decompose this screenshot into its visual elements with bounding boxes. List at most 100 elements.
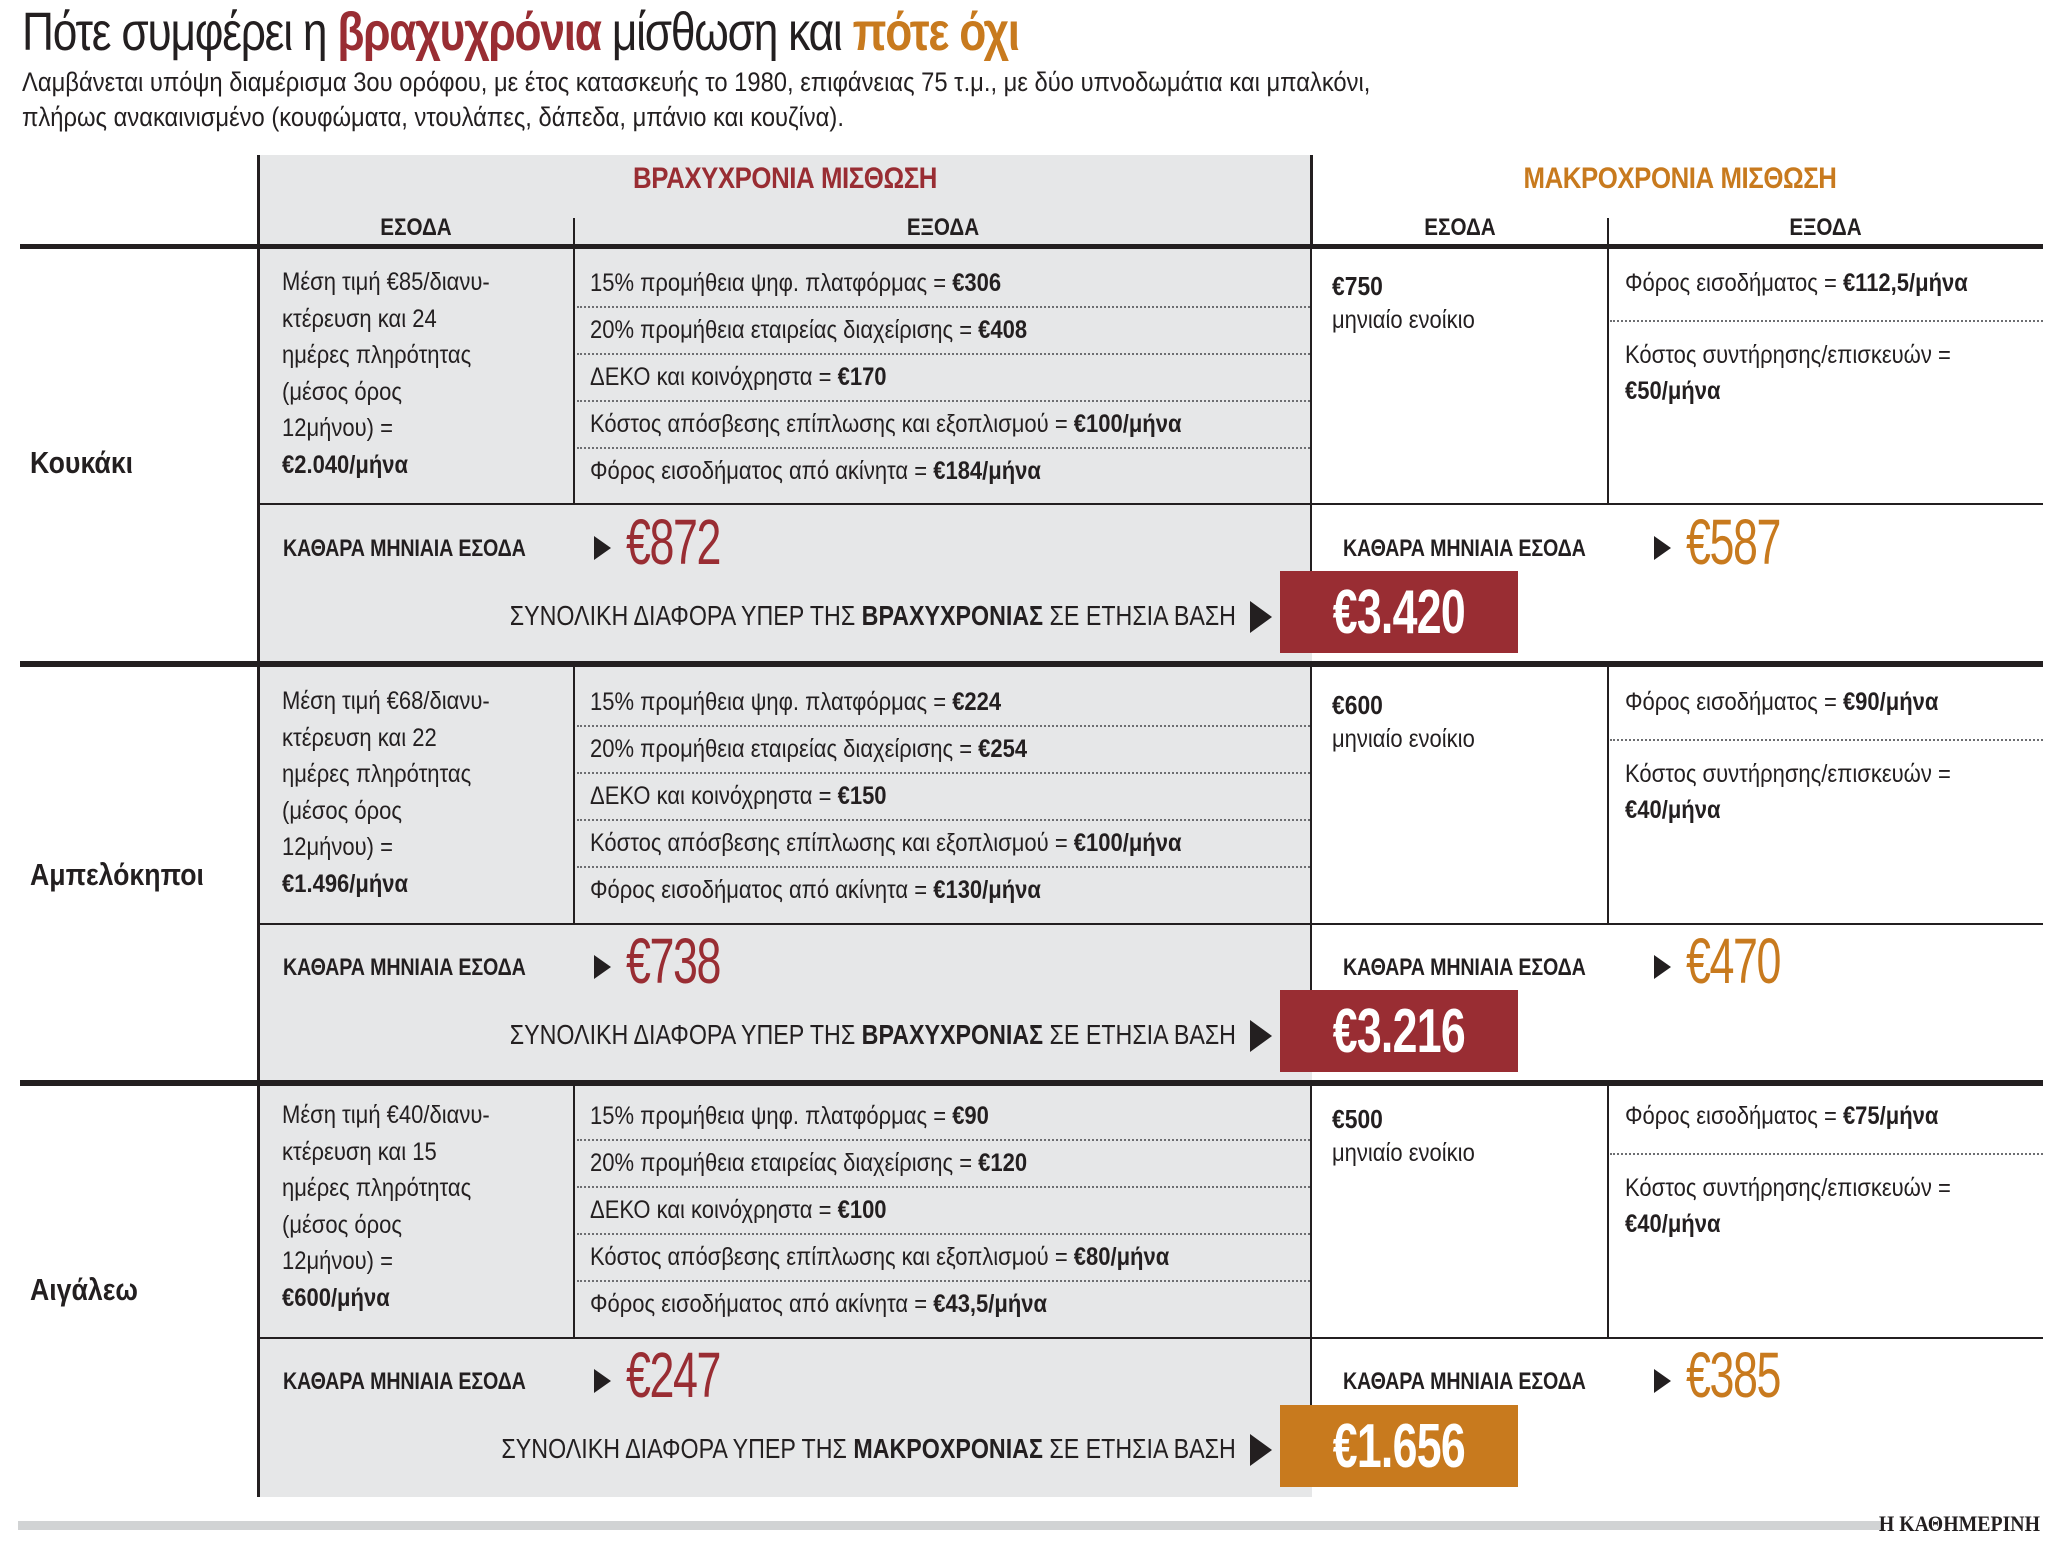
footer-bar bbox=[18, 1521, 1884, 1530]
title-part: μίσθωση και bbox=[600, 2, 853, 62]
arrow-right-icon bbox=[594, 955, 611, 979]
district-label: Κουκάκι bbox=[30, 445, 134, 480]
arrow-right-icon bbox=[1654, 536, 1671, 560]
divider bbox=[573, 249, 575, 504]
arrow-right-icon bbox=[1250, 1434, 1272, 1466]
row-rule bbox=[20, 1080, 2043, 1086]
expense-item: ΔΕΚΟ και κοινόχρηστα = €100 bbox=[590, 1196, 887, 1224]
total-diff-label: ΣΥΝΟΛΙΚΗ ΔΙΑΦΟΡΑ ΥΠΕΡ ΤΗΣ ΒΡΑΧΥΧΡΟΝΙΑΣ Σ… bbox=[509, 600, 1236, 631]
expense-item: Φόρος εισοδήματος από ακίνητα = €130/μήν… bbox=[590, 876, 1041, 904]
dotted-separator bbox=[1610, 739, 2043, 741]
expense-item: 20% προμήθεια εταιρείας διαχείρισης = €1… bbox=[590, 1149, 1028, 1177]
brand-logo: Η ΚΑΘΗΜΕΡΙΝΗ bbox=[1878, 1511, 2040, 1536]
expense-item: ΔΕΚΟ και κοινόχρηστα = €170 bbox=[590, 363, 887, 391]
dotted-separator bbox=[577, 772, 1310, 774]
long-income-header: ΕΣΟΔΑ bbox=[1424, 214, 1496, 241]
long-income-label: μηνιαίο ενοίκιο bbox=[1332, 1139, 1475, 1167]
expense-item: 20% προμήθεια εταιρείας διαχείρισης = €2… bbox=[590, 735, 1028, 763]
short-net-label: ΚΑΘΑΡΑ ΜΗΝΙΑΙΑ ΕΣΟΔΑ bbox=[283, 954, 526, 981]
total-diff-badge: €3.420 bbox=[1280, 571, 1518, 653]
short-income-text: Μέση τιμή €85/διανυ- κτέρευση και 24 ημέ… bbox=[282, 268, 490, 479]
row-rule bbox=[20, 661, 2043, 667]
total-diff-label: ΣΥΝΟΛΙΚΗ ΔΙΑΦΟΡΑ ΥΠΕΡ ΤΗΣ ΜΑΚΡΟΧΡΟΝΙΑΣ Σ… bbox=[501, 1433, 1236, 1464]
dotted-separator bbox=[577, 1186, 1310, 1188]
long-expense-item: Κόστος συντήρησης/επισκευών = €40/μήνα bbox=[1625, 760, 1951, 824]
title-highlight-short-term: βραχυχρόνια bbox=[337, 2, 602, 62]
row-rule bbox=[258, 923, 2043, 925]
short-income-text: Μέση τιμή €68/διανυ- κτέρευση και 22 ημέ… bbox=[282, 687, 490, 898]
dotted-separator bbox=[577, 306, 1310, 308]
arrow-right-icon bbox=[1654, 955, 1671, 979]
long-expense-item: Φόρος εισοδήματος = €75/μήνα bbox=[1625, 1102, 1939, 1130]
long-net-label: ΚΑΘΑΡΑ ΜΗΝΙΑΙΑ ΕΣΟΔΑ bbox=[1343, 1368, 1586, 1395]
title-part: Πότε συμφέρει η bbox=[22, 2, 338, 62]
dotted-separator bbox=[1610, 320, 2043, 322]
row-rule bbox=[258, 503, 2043, 505]
dotted-separator bbox=[577, 1139, 1310, 1141]
expense-item: 15% προμήθεια ψηφ. πλατφόρμας = €306 bbox=[590, 269, 1002, 297]
district-label: Αιγάλεω bbox=[30, 1272, 138, 1307]
long-expenses-header: ΕΞΟΔΑ bbox=[1789, 214, 1862, 241]
arrow-right-icon bbox=[1654, 1369, 1671, 1393]
divider bbox=[573, 218, 575, 246]
header-rule bbox=[20, 244, 2043, 249]
divider bbox=[1310, 667, 1312, 1065]
arrow-right-icon bbox=[1250, 1020, 1272, 1052]
district-label: Αμπελόκηποι bbox=[30, 857, 204, 892]
divider bbox=[257, 155, 260, 1497]
dotted-separator bbox=[577, 447, 1310, 449]
long-net-value: €587 bbox=[1686, 506, 1781, 578]
short-net-label: ΚΑΘΑΡΑ ΜΗΝΙΑΙΑ ΕΣΟΔΑ bbox=[283, 535, 526, 562]
divider bbox=[1310, 249, 1312, 645]
dotted-separator bbox=[1610, 1153, 2043, 1155]
short-net-value: €738 bbox=[626, 925, 721, 997]
divider bbox=[573, 1086, 575, 1338]
subtitle-line-1: Λαμβάνεται υπόψη διαμέρισμα 3ου ορόφου, … bbox=[22, 67, 1371, 97]
short-term-heading: ΒΡΑΧΥΧΡΟΝΙΑ ΜΙΣΘΩΣΗ bbox=[633, 162, 937, 195]
short-income-text: Μέση τιμή €40/διανυ- κτέρευση και 15 ημέ… bbox=[282, 1101, 490, 1312]
title-highlight-not: πότε όχι bbox=[852, 2, 1020, 62]
divider bbox=[1310, 1086, 1312, 1479]
long-net-label: ΚΑΘΑΡΑ ΜΗΝΙΑΙΑ ΕΣΟΔΑ bbox=[1343, 535, 1586, 562]
divider bbox=[1607, 1086, 1609, 1338]
expense-item: Φόρος εισοδήματος από ακίνητα = €184/μήν… bbox=[590, 457, 1041, 485]
long-expense-item: Κόστος συντήρησης/επισκευών = €40/μήνα bbox=[1625, 1174, 1951, 1238]
long-net-value: €385 bbox=[1686, 1339, 1781, 1411]
long-income-value: €750 bbox=[1332, 271, 1383, 301]
expense-item: 15% προμήθεια ψηφ. πλατφόρμας = €90 bbox=[590, 1102, 989, 1130]
arrow-right-icon bbox=[594, 1369, 611, 1393]
page-title: Πότε συμφέρει η βραχυχρόνια μίσθωση και … bbox=[22, 0, 1020, 64]
short-net-label: ΚΑΘΑΡΑ ΜΗΝΙΑΙΑ ΕΣΟΔΑ bbox=[283, 1368, 526, 1395]
total-diff-label: ΣΥΝΟΛΙΚΗ ΔΙΑΦΟΡΑ ΥΠΕΡ ΤΗΣ ΒΡΑΧΥΧΡΟΝΙΑΣ Σ… bbox=[509, 1019, 1236, 1050]
expense-item: Κόστος απόσβεσης επίπλωσης και εξοπλισμο… bbox=[590, 829, 1182, 857]
expense-item: 20% προμήθεια εταιρείας διαχείρισης = €4… bbox=[590, 316, 1028, 344]
long-income-value: €500 bbox=[1332, 1104, 1383, 1134]
total-diff-badge: €3.216 bbox=[1280, 990, 1518, 1072]
short-income-header: ΕΣΟΔΑ bbox=[380, 214, 452, 241]
expense-item: 15% προμήθεια ψηφ. πλατφόρμας = €224 bbox=[590, 688, 1002, 716]
long-income-label: μηνιαίο ενοίκιο bbox=[1332, 306, 1475, 334]
dotted-separator bbox=[577, 1280, 1310, 1282]
expense-item: ΔΕΚΟ και κοινόχρηστα = €150 bbox=[590, 782, 887, 810]
short-expenses-header: ΕΞΟΔΑ bbox=[906, 214, 980, 241]
row-rule bbox=[258, 1337, 2043, 1339]
divider bbox=[1607, 249, 1609, 504]
short-term-panel bbox=[258, 155, 1312, 1497]
long-expense-item: Φόρος εισοδήματος = €90/μήνα bbox=[1625, 688, 1939, 716]
long-net-value: €470 bbox=[1686, 925, 1781, 997]
expense-item: Κόστος απόσβεσης επίπλωσης και εξοπλισμο… bbox=[590, 410, 1182, 438]
dotted-separator bbox=[577, 725, 1310, 727]
arrow-right-icon bbox=[1250, 601, 1272, 633]
dotted-separator bbox=[577, 353, 1310, 355]
long-net-label: ΚΑΘΑΡΑ ΜΗΝΙΑΙΑ ΕΣΟΔΑ bbox=[1343, 954, 1586, 981]
long-term-heading: ΜΑΚΡΟΧΡΟΝΙΑ ΜΙΣΘΩΣΗ bbox=[1523, 162, 1837, 195]
dotted-separator bbox=[577, 1233, 1310, 1235]
divider bbox=[1310, 155, 1313, 247]
divider bbox=[1607, 667, 1609, 924]
dotted-separator bbox=[577, 866, 1310, 868]
expense-item: Κόστος απόσβεσης επίπλωσης και εξοπλισμο… bbox=[590, 1243, 1170, 1271]
long-income-label: μηνιαίο ενοίκιο bbox=[1332, 725, 1475, 753]
expense-item: Φόρος εισοδήματος από ακίνητα = €43,5/μή… bbox=[590, 1290, 1048, 1318]
divider bbox=[573, 667, 575, 924]
short-net-value: €247 bbox=[626, 1339, 721, 1411]
